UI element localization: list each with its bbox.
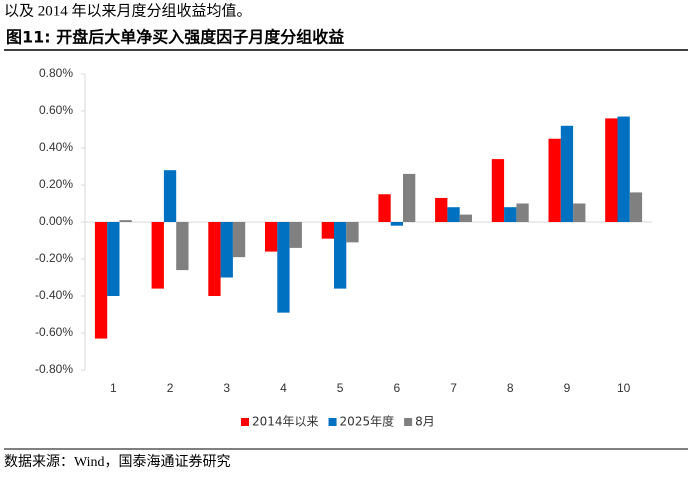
x-tick-label: 6: [394, 381, 401, 395]
x-tick-label: 2: [167, 381, 174, 395]
bar: [151, 222, 164, 289]
bar: [573, 203, 586, 222]
bar: [265, 222, 278, 252]
y-tick-label: -0.20%: [35, 251, 73, 265]
y-tick-label: 0.80%: [39, 66, 73, 80]
bar: [504, 207, 517, 222]
legend-label: 2025年度: [340, 414, 395, 429]
bar: [459, 214, 472, 222]
y-tick-label: -0.60%: [35, 325, 73, 339]
x-tick-label: 7: [450, 381, 457, 395]
y-tick-label: 0.20%: [39, 177, 73, 191]
legend-label: 8月: [415, 415, 435, 429]
bar: [378, 194, 391, 222]
bar: [119, 220, 132, 222]
legend-swatch: [404, 418, 413, 426]
bar: [560, 125, 574, 222]
legend-label: 2014年以来: [252, 415, 319, 429]
bar: [435, 197, 448, 222]
bar: [548, 138, 561, 222]
bar: [232, 222, 246, 258]
bar: [334, 222, 347, 289]
bar: [346, 222, 359, 243]
bar: [605, 118, 618, 222]
bar: [403, 173, 416, 222]
bar: [220, 222, 233, 278]
y-tick-label: 0.00%: [39, 214, 73, 228]
bar: [321, 222, 334, 239]
bar: [516, 203, 529, 222]
legend-swatch: [241, 418, 249, 426]
bar: [94, 222, 108, 339]
bar: [163, 170, 177, 222]
bar: [289, 222, 302, 248]
y-tick-label: 0.40%: [39, 140, 73, 154]
intro-text: 以及 2014 年以来月度分组收益均值。: [4, 2, 252, 19]
x-tick-label: 1: [110, 381, 117, 395]
bar: [491, 159, 505, 222]
y-tick-label: -0.40%: [35, 288, 73, 302]
bar: [277, 222, 290, 313]
y-tick-label: -0.80%: [35, 362, 73, 376]
bar: [629, 192, 643, 222]
x-tick-label: 8: [507, 381, 514, 395]
source-text: 数据来源：Wind，国泰海通证券研究: [4, 454, 231, 470]
bar: [617, 116, 630, 222]
bar: [107, 222, 120, 296]
x-tick-label: 4: [280, 381, 287, 395]
x-tick-label: 3: [223, 381, 230, 395]
x-tick-label: 10: [617, 381, 631, 395]
bar: [390, 222, 403, 226]
bar: [176, 222, 189, 271]
bar: [208, 222, 221, 296]
legend-swatch: [328, 418, 337, 426]
x-tick-label: 9: [564, 381, 571, 395]
y-tick-label: 0.60%: [39, 103, 73, 117]
bar: [447, 207, 460, 222]
x-tick-label: 5: [337, 381, 344, 395]
figure-title: 图11: 开盘后大单净买入强度因子月度分组收益: [6, 28, 344, 47]
